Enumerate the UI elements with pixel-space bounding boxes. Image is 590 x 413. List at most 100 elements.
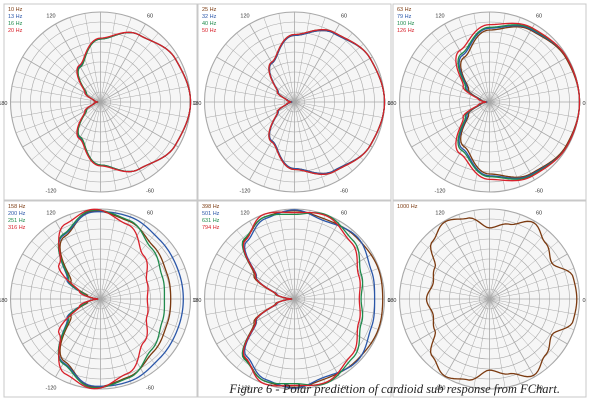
polar-spoke xyxy=(411,56,490,103)
angle-tick-label: 60 xyxy=(341,13,347,19)
polar-spoke xyxy=(400,298,490,315)
polar-spoke xyxy=(15,70,101,103)
legend-entry: 40 Hz xyxy=(202,21,217,27)
polar-spoke xyxy=(42,298,101,369)
angle-tick-label: -120 xyxy=(239,189,250,195)
polar-spoke xyxy=(489,101,548,172)
angle-tick-label: 120 xyxy=(435,210,444,216)
polar-spoke xyxy=(294,298,353,369)
legend-entry: 63 Hz xyxy=(397,7,412,13)
polar-spoke xyxy=(294,220,340,300)
polar-spoke xyxy=(294,101,364,161)
polar-spoke xyxy=(458,101,490,187)
legend-entry: 794 Hz xyxy=(202,225,220,231)
polar-spoke xyxy=(100,101,186,134)
polar-spoke xyxy=(249,220,295,300)
angle-tick-label: 180 xyxy=(192,298,201,304)
polar-spoke xyxy=(100,101,146,181)
polar-spoke xyxy=(400,101,490,118)
polar-spoke xyxy=(489,101,521,187)
polar-spoke xyxy=(489,101,535,181)
polar-spoke xyxy=(209,70,295,103)
legend-entry: 501 Hz xyxy=(202,211,220,217)
polar-spoke xyxy=(100,32,159,103)
polar-spoke xyxy=(420,240,490,300)
polar-spoke xyxy=(100,267,186,300)
polar-spoke xyxy=(263,214,295,300)
polar-spoke xyxy=(294,298,326,384)
angle-tick-label: -60 xyxy=(535,189,543,195)
polar-spoke xyxy=(100,298,190,315)
polar-spoke xyxy=(100,86,190,103)
angle-tick-label: 60 xyxy=(147,13,153,19)
polar-spoke xyxy=(22,101,101,148)
polar-spoke xyxy=(489,101,568,148)
polar-spoke xyxy=(100,70,186,103)
polar-spoke xyxy=(31,101,101,161)
polar-spoke xyxy=(100,43,170,103)
angle-tick-label: 120 xyxy=(46,210,55,216)
polar-spoke xyxy=(100,101,190,118)
series-curve xyxy=(57,208,149,390)
polar-spoke xyxy=(404,298,490,331)
polar-spoke xyxy=(209,101,295,134)
polar-spoke xyxy=(278,298,295,388)
polar-spoke xyxy=(42,229,101,300)
polar-spoke xyxy=(236,32,295,103)
polar-spoke xyxy=(473,13,490,103)
legend-entry: 398 Hz xyxy=(202,204,220,210)
polar-spoke xyxy=(100,298,179,345)
polar-spoke xyxy=(411,253,490,300)
polar-spoke xyxy=(294,101,340,181)
polar-spoke xyxy=(294,101,384,118)
angle-tick-label: -60 xyxy=(146,189,154,195)
polar-spoke xyxy=(84,101,101,191)
polar-spoke xyxy=(263,17,295,103)
angle-tick-label: 180 xyxy=(0,101,8,107)
polar-spoke xyxy=(11,86,101,103)
polar-spoke xyxy=(489,43,559,103)
polar-spoke xyxy=(84,13,101,103)
angle-tick-label: -60 xyxy=(535,386,543,392)
polar-spoke xyxy=(489,298,575,331)
series-curve xyxy=(268,29,386,175)
polar-spoke xyxy=(225,43,295,103)
legend-entry: 200 Hz xyxy=(8,211,26,217)
polar-spoke xyxy=(205,101,295,118)
polar-spoke xyxy=(489,267,575,300)
legend-entry: 25 Hz xyxy=(202,7,217,13)
polar-spoke xyxy=(294,23,340,103)
angle-tick-label: 180 xyxy=(387,101,396,107)
polar-spoke xyxy=(489,253,568,300)
polar-spoke xyxy=(100,23,146,103)
series-curve xyxy=(242,211,361,387)
polar-spoke xyxy=(400,283,490,300)
angle-tick-label: 180 xyxy=(387,298,396,304)
polar-spoke xyxy=(489,210,506,300)
polar-spoke xyxy=(294,13,311,103)
series-curve xyxy=(458,24,581,180)
polar-spoke xyxy=(458,298,490,384)
angle-tick-label: 60 xyxy=(147,210,153,216)
polar-spoke xyxy=(15,101,101,134)
angle-tick-label: 120 xyxy=(240,210,249,216)
polar-spoke xyxy=(216,101,295,148)
legend-entry: 316 Hz xyxy=(8,225,26,231)
legend-entry: 32 Hz xyxy=(202,14,217,20)
polar-spoke xyxy=(294,283,384,300)
polar-spoke xyxy=(69,17,101,103)
polar-spoke xyxy=(42,101,101,172)
polar-spoke xyxy=(100,298,146,378)
polar-spoke xyxy=(100,101,170,161)
series-curve xyxy=(455,22,581,182)
polar-spoke xyxy=(420,43,490,103)
caption-text: Figure 6 - Polar prediction of cardioid … xyxy=(229,382,560,396)
angle-tick-label: -120 xyxy=(434,189,445,195)
